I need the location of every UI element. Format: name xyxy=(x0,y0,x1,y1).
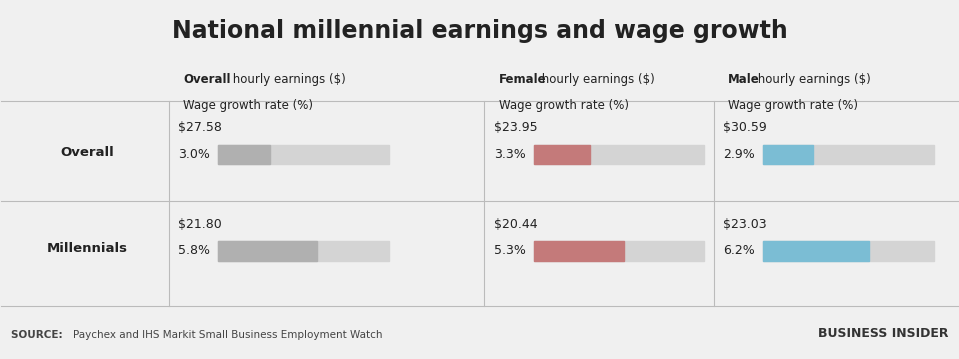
Text: Overall: Overall xyxy=(183,73,230,86)
Text: Female: Female xyxy=(499,73,547,86)
Text: Wage growth rate (%): Wage growth rate (%) xyxy=(728,99,858,112)
Bar xyxy=(763,241,934,261)
Text: 5.8%: 5.8% xyxy=(178,244,210,257)
Text: 3.0%: 3.0% xyxy=(178,148,210,161)
Bar xyxy=(219,145,269,164)
Bar xyxy=(534,145,704,164)
Text: BUSINESS INSIDER: BUSINESS INSIDER xyxy=(818,327,948,340)
Text: 6.2%: 6.2% xyxy=(723,244,755,257)
Text: $23.03: $23.03 xyxy=(723,218,767,230)
Text: 5.3%: 5.3% xyxy=(494,244,526,257)
Text: Wage growth rate (%): Wage growth rate (%) xyxy=(183,99,313,112)
Text: hourly earnings ($): hourly earnings ($) xyxy=(538,73,654,86)
Text: Wage growth rate (%): Wage growth rate (%) xyxy=(499,99,628,112)
Text: $21.80: $21.80 xyxy=(178,218,222,230)
Bar xyxy=(763,145,934,164)
Text: $30.59: $30.59 xyxy=(723,121,767,134)
Bar xyxy=(534,241,704,261)
Text: 3.3%: 3.3% xyxy=(494,148,526,161)
Text: 2.9%: 2.9% xyxy=(723,148,755,161)
Text: hourly earnings ($): hourly earnings ($) xyxy=(754,73,871,86)
Bar xyxy=(219,241,388,261)
Text: SOURCE:: SOURCE: xyxy=(11,330,66,340)
Bar xyxy=(763,241,869,261)
Text: Male: Male xyxy=(728,73,760,86)
Bar xyxy=(534,145,590,164)
Bar xyxy=(219,145,388,164)
Text: hourly earnings ($): hourly earnings ($) xyxy=(228,73,345,86)
Text: Millennials: Millennials xyxy=(47,242,128,256)
Bar xyxy=(219,241,317,261)
Bar xyxy=(763,145,813,164)
Bar xyxy=(534,241,624,261)
Text: $23.95: $23.95 xyxy=(494,121,537,134)
Text: Overall: Overall xyxy=(60,146,114,159)
Text: National millennial earnings and wage growth: National millennial earnings and wage gr… xyxy=(172,19,787,43)
Text: $20.44: $20.44 xyxy=(494,218,537,230)
Text: $27.58: $27.58 xyxy=(178,121,222,134)
Text: Paychex and IHS Markit Small Business Employment Watch: Paychex and IHS Markit Small Business Em… xyxy=(73,330,383,340)
